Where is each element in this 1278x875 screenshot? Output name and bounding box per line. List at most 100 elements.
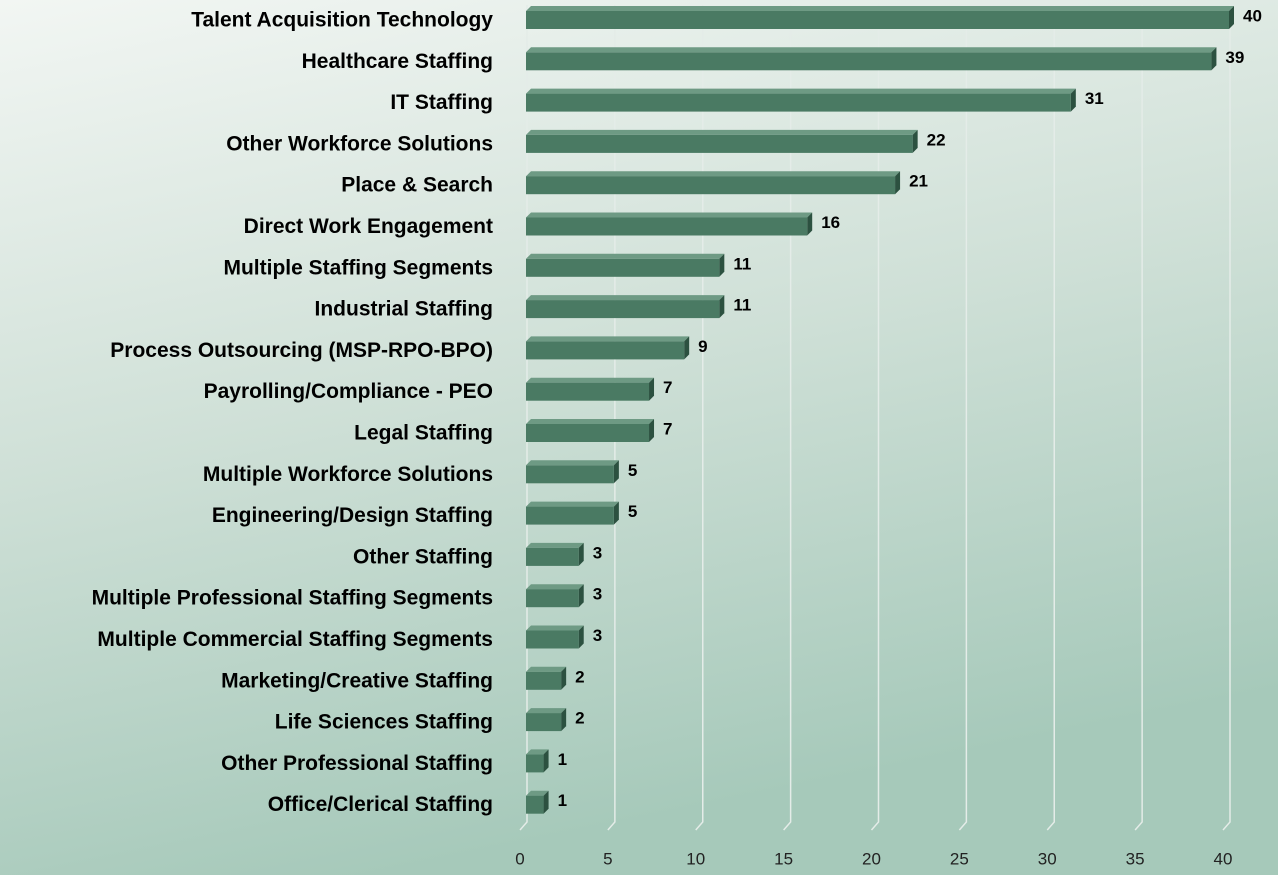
bar-top xyxy=(526,171,901,177)
x-tick-label: 20 xyxy=(862,849,881,868)
y-tick-label: Multiple Workforce Solutions xyxy=(203,463,493,486)
bars xyxy=(526,6,1234,814)
bar xyxy=(526,129,918,153)
bar-top xyxy=(526,47,1217,53)
bar-side xyxy=(543,749,549,773)
bar xyxy=(526,336,690,360)
data-label: 39 xyxy=(1225,48,1244,67)
bar xyxy=(526,749,549,773)
data-label: 5 xyxy=(628,502,637,521)
bar-top xyxy=(526,749,549,755)
bar-front xyxy=(526,465,614,484)
y-tick-label: Talent Acquisition Technology xyxy=(191,9,493,32)
bar-top xyxy=(526,625,584,631)
bar-top xyxy=(526,6,1234,11)
bar-side xyxy=(912,129,918,153)
y-tick-label: Other Workforce Solutions xyxy=(226,132,493,155)
y-tick-label: Direct Work Engagement xyxy=(244,215,493,238)
bar-front xyxy=(526,630,579,649)
grid-line xyxy=(607,5,616,831)
bar-front xyxy=(526,713,562,732)
bar xyxy=(526,625,584,649)
bar-top xyxy=(526,501,619,507)
y-tick-label: Other Staffing xyxy=(353,545,493,568)
bar xyxy=(526,460,619,484)
x-tick-label: 0 xyxy=(515,849,524,868)
bar-side xyxy=(613,460,619,484)
grid-line xyxy=(958,5,968,831)
y-tick-label: Legal Staffing xyxy=(354,422,493,445)
bar-side xyxy=(719,295,725,319)
bar-side xyxy=(895,171,901,195)
bar xyxy=(526,171,901,195)
bar-top xyxy=(526,129,918,135)
x-tick-label: 10 xyxy=(686,849,705,868)
bar-side xyxy=(719,253,725,277)
bar-side xyxy=(578,625,584,649)
y-tick-label: Place & Search xyxy=(341,174,493,197)
grid-line xyxy=(1222,5,1231,831)
x-tick-label: 15 xyxy=(774,849,793,868)
bar xyxy=(526,419,655,442)
bar xyxy=(526,584,584,608)
x-tick-label: 30 xyxy=(1038,849,1057,868)
data-label: 1 xyxy=(558,750,567,769)
y-tick-label: IT Staffing xyxy=(390,91,493,114)
data-label: 7 xyxy=(663,378,672,397)
y-tick-label: Other Professional Staffing xyxy=(221,752,493,775)
grid-line xyxy=(870,5,880,831)
y-tick-label: Payrolling/Compliance - PEO xyxy=(204,380,493,403)
bar-side xyxy=(684,336,690,360)
data-label: 9 xyxy=(698,337,707,356)
bar-top xyxy=(526,584,584,590)
y-tick-label: Multiple Staffing Segments xyxy=(223,256,493,279)
bar-side xyxy=(807,212,813,236)
bar-side xyxy=(578,542,584,566)
grid-line xyxy=(1046,5,1055,831)
grid-line xyxy=(1134,5,1143,831)
bar-front xyxy=(526,424,650,442)
data-label: 31 xyxy=(1085,89,1104,108)
data-label: 2 xyxy=(575,709,584,728)
data-label: 3 xyxy=(593,543,602,562)
bar-front xyxy=(526,300,720,319)
bar xyxy=(526,88,1076,112)
grid-line xyxy=(695,5,704,831)
bar-top xyxy=(526,460,619,466)
bar-side xyxy=(578,584,584,608)
data-label: 3 xyxy=(593,626,602,645)
bar xyxy=(526,708,567,732)
bar-top xyxy=(526,212,813,218)
bar-side xyxy=(613,501,619,525)
grid-line xyxy=(783,5,792,831)
bar-top xyxy=(526,419,655,424)
bar-top xyxy=(526,253,725,259)
y-tick-label: Healthcare Staffing xyxy=(302,50,493,73)
bar xyxy=(526,47,1217,71)
bar-side xyxy=(1070,88,1076,112)
bar-front xyxy=(526,671,562,690)
bar-side xyxy=(649,419,655,442)
data-label: 7 xyxy=(663,419,672,438)
bar-side xyxy=(1229,6,1234,29)
data-label: 2 xyxy=(575,667,584,686)
y-tick-label: Multiple Commercial Staffing Segments xyxy=(97,628,493,651)
bar-side xyxy=(543,790,549,814)
y-tick-label: Industrial Staffing xyxy=(315,298,494,321)
bar xyxy=(526,542,584,566)
x-tick-label: 35 xyxy=(1126,849,1145,868)
bar-front xyxy=(526,506,614,525)
bar-front xyxy=(526,52,1212,71)
bar-top xyxy=(526,88,1076,94)
y-tick-label: Life Sciences Staffing xyxy=(275,711,493,734)
y-tick-label: Process Outsourcing (MSP-RPO-BPO) xyxy=(110,339,493,362)
bar-front xyxy=(526,589,579,608)
x-tick-label: 25 xyxy=(950,849,969,868)
grid xyxy=(519,5,1231,831)
bar-front xyxy=(526,795,544,814)
y-tick-label: Marketing/Creative Staffing xyxy=(221,669,493,692)
bar-front xyxy=(526,754,544,773)
bar-side xyxy=(649,377,655,401)
data-label: 3 xyxy=(593,585,602,604)
y-tick-label: Engineering/Design Staffing xyxy=(212,504,493,527)
